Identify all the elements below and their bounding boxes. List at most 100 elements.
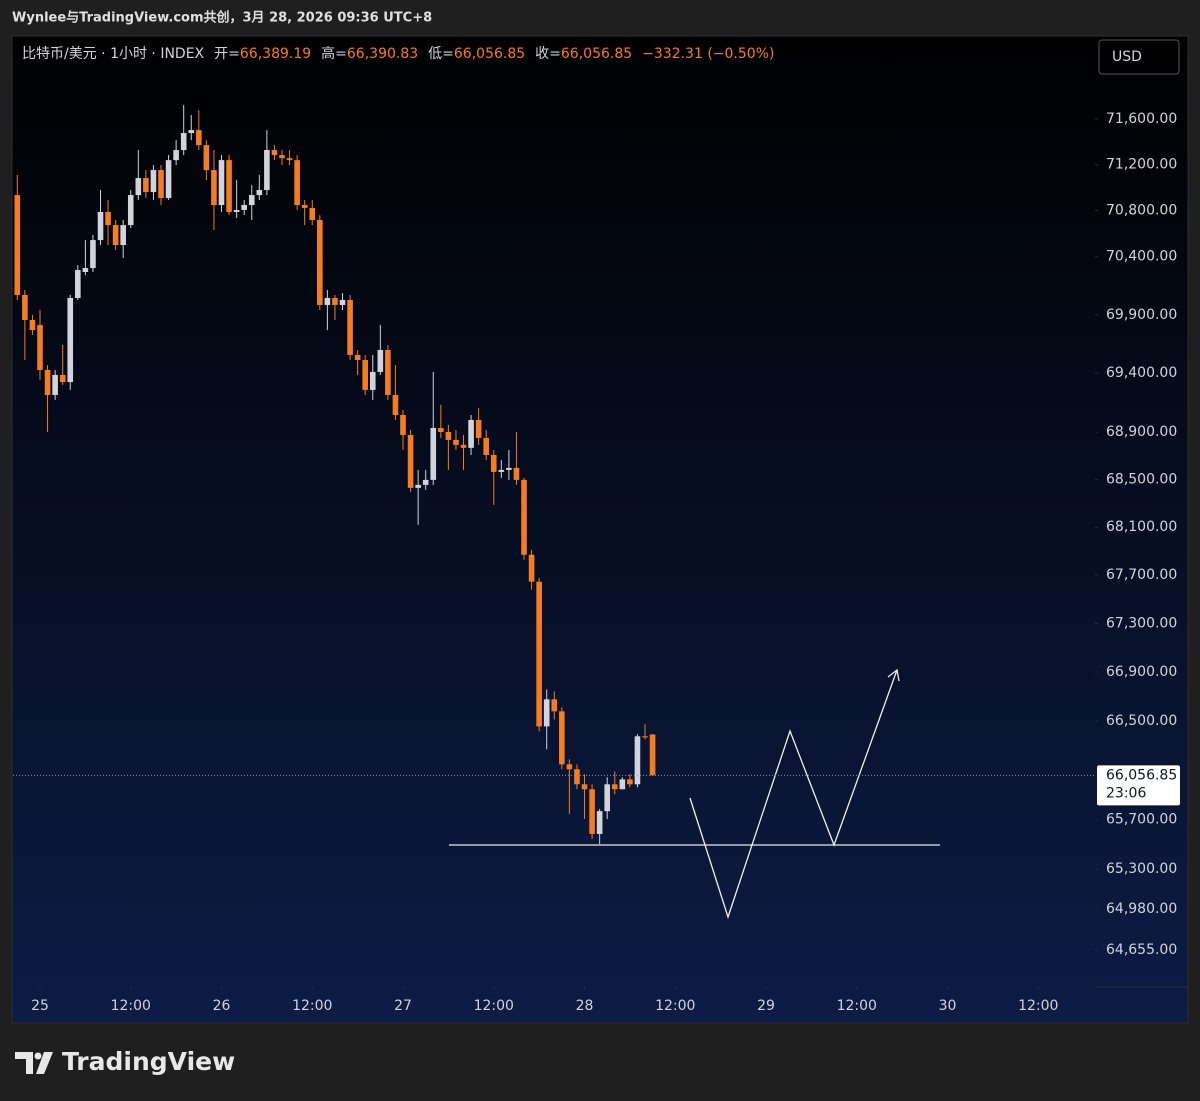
x-tick-label: 12:00 xyxy=(292,998,332,1014)
logo-icon xyxy=(36,1052,53,1074)
y-tick-label: 66,500.00 xyxy=(1106,713,1177,729)
candle-body xyxy=(536,581,542,727)
ohlc-label: 低= xyxy=(428,46,454,62)
candle-body xyxy=(120,225,126,246)
y-tick-label: 69,900.00 xyxy=(1106,307,1177,323)
candle-body xyxy=(347,299,353,355)
x-tick-label: 30 xyxy=(939,998,957,1014)
candle-body xyxy=(332,298,338,305)
candle-body xyxy=(317,220,323,305)
candle-body xyxy=(543,699,550,727)
arrow-head xyxy=(887,668,900,682)
logo-icon xyxy=(15,1052,33,1074)
candle-body xyxy=(422,479,429,485)
candle-body xyxy=(188,130,195,134)
y-tick-label: 70,800.00 xyxy=(1106,203,1177,219)
x-tick-label: 27 xyxy=(394,998,412,1014)
candle-body xyxy=(566,764,573,770)
candle-body xyxy=(574,769,580,785)
x-tick-label: 12:00 xyxy=(837,998,877,1014)
candle-body xyxy=(453,439,459,445)
candle-body xyxy=(634,736,641,785)
y-tick-label: 71,200.00 xyxy=(1106,157,1177,173)
projection-arrow xyxy=(689,669,898,920)
y-tick-label: 64,655.00 xyxy=(1106,942,1177,958)
candle-body xyxy=(475,419,482,438)
candle-body xyxy=(264,150,270,191)
candle-body xyxy=(407,434,414,488)
candle-body xyxy=(226,160,232,212)
ohlc-value: 66,390.83 xyxy=(347,46,418,62)
y-tick-label: 71,600.00 xyxy=(1106,111,1177,127)
logo: TradingView xyxy=(15,1047,235,1076)
candle-body xyxy=(498,469,505,472)
x-tick-label: 26 xyxy=(213,998,231,1014)
currency-button[interactable] xyxy=(1098,39,1180,75)
x-tick-label: 25 xyxy=(31,998,49,1014)
candle-body xyxy=(506,467,512,470)
candle-body xyxy=(521,479,527,555)
candle-body xyxy=(241,205,247,210)
candle-body xyxy=(248,195,255,206)
candle-body xyxy=(97,211,104,241)
candle-body xyxy=(483,437,490,455)
candle-body xyxy=(627,779,633,785)
candle-body xyxy=(37,325,43,370)
candle-body xyxy=(135,178,142,196)
ohlc-label: 高= xyxy=(321,45,347,62)
candle-body xyxy=(513,467,520,480)
countdown: 23:06 xyxy=(1106,785,1146,801)
candle-body xyxy=(400,414,406,435)
candle-body xyxy=(180,133,187,151)
candle-body xyxy=(619,779,626,790)
candle-body xyxy=(309,207,316,221)
candle-body xyxy=(158,170,164,199)
y-tick-label: 68,900.00 xyxy=(1106,424,1177,440)
candle-body xyxy=(430,427,437,480)
candle-body xyxy=(559,711,565,765)
candle-body xyxy=(112,225,119,246)
y-tick-label: 65,700.00 xyxy=(1106,811,1177,827)
candle-body xyxy=(528,554,535,582)
x-tick-label: 28 xyxy=(576,998,594,1014)
y-tick-label: 66,900.00 xyxy=(1106,664,1177,680)
candle-body xyxy=(642,736,648,738)
x-tick-label: 12:00 xyxy=(655,998,695,1014)
candle-body xyxy=(75,270,81,299)
attribution: Wynlee与TradingView.com共创，3月 28, 2026 09:… xyxy=(12,10,432,26)
candle-body xyxy=(392,394,399,415)
y-tick-label: 65,300.00 xyxy=(1106,861,1177,877)
candle-body xyxy=(490,454,497,472)
candle-body xyxy=(196,130,202,146)
candle-body xyxy=(438,427,444,432)
candle-body xyxy=(385,350,391,395)
x-tick-label: 12:00 xyxy=(474,998,514,1014)
candle-body xyxy=(301,205,308,208)
candle-body xyxy=(105,211,111,226)
candle-body xyxy=(604,784,611,812)
change: −332.31 (−0.50%) xyxy=(642,46,774,62)
legend-header: 比特币/美元 · 1小时 · INDEX 开=66,389.19 高=66,390.… xyxy=(22,45,774,62)
candle-body xyxy=(90,240,96,269)
candle-body xyxy=(22,294,28,321)
ohlc-value: 66,389.19 xyxy=(240,46,311,62)
currency-label: USD xyxy=(1112,49,1142,65)
brand: TradingView xyxy=(62,1047,235,1076)
candle-body xyxy=(279,155,285,159)
candle-body xyxy=(294,160,300,206)
candle-body xyxy=(551,699,558,712)
ohlc-value: 66,056.85 xyxy=(561,46,632,62)
y-tick-label: 67,300.00 xyxy=(1106,615,1177,631)
price-tag xyxy=(1097,765,1180,806)
candle-body xyxy=(339,299,346,305)
candle-body xyxy=(286,158,293,161)
candle-body xyxy=(82,268,89,272)
candle-body xyxy=(581,784,588,790)
candle-body xyxy=(218,160,225,206)
candle-body xyxy=(362,359,368,390)
candle-body xyxy=(596,811,603,834)
x-tick-label: 12:00 xyxy=(111,998,151,1014)
y-tick-label: 69,400.00 xyxy=(1106,365,1177,381)
